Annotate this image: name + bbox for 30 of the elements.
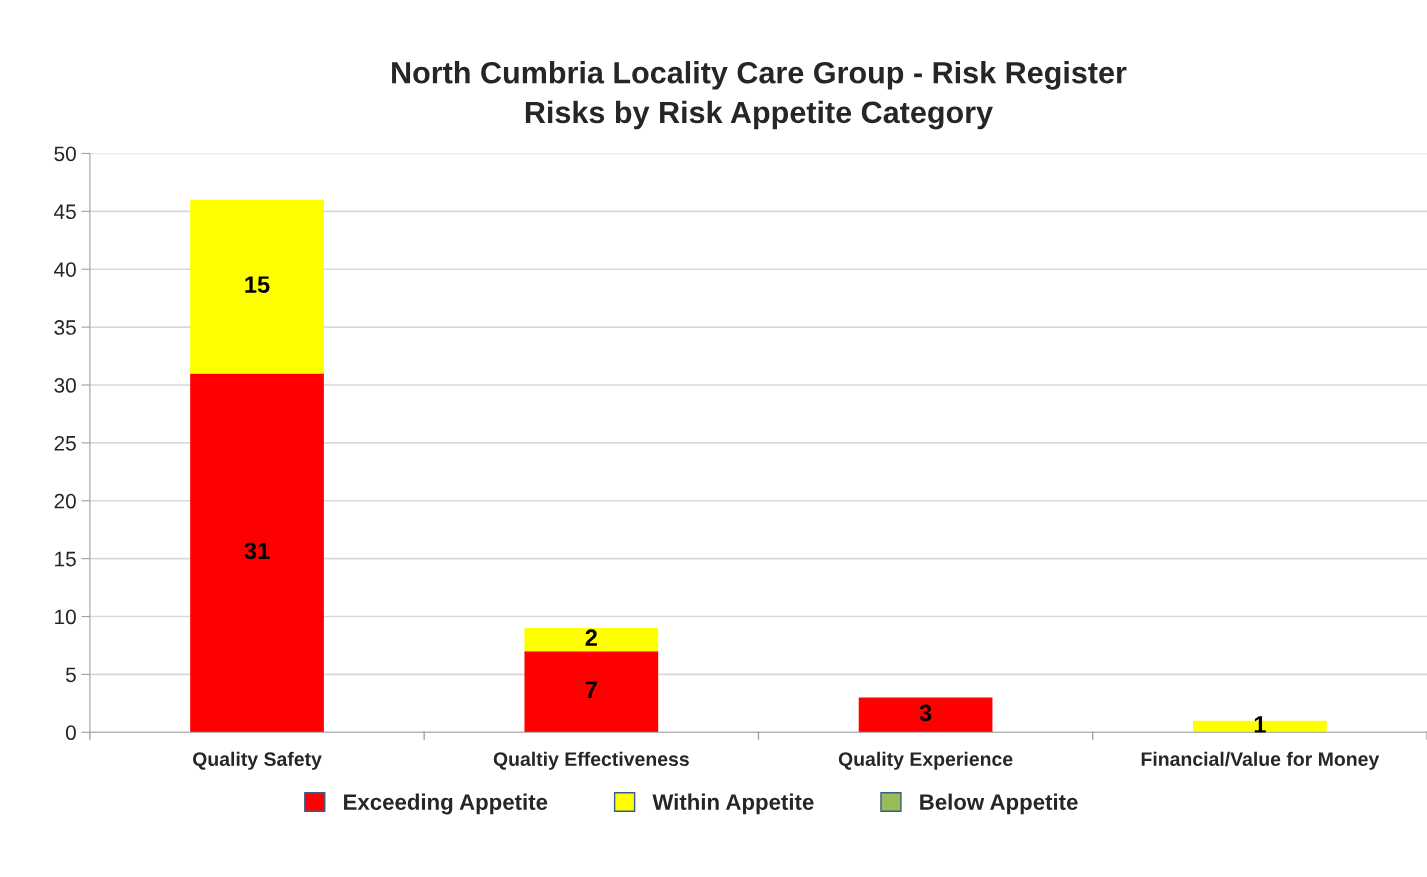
y-tick-label: 45 <box>54 204 76 220</box>
y-tick-label: 20 <box>54 493 76 509</box>
x-tick-label: Quality Safety <box>193 751 322 770</box>
y-tick-label: 0 <box>65 725 76 741</box>
y-tick-label: 40 <box>54 262 76 277</box>
data-label: 3 <box>919 704 932 722</box>
x-tick-label: Quality Experience <box>838 751 1013 770</box>
data-label: 31 <box>244 542 270 560</box>
bar <box>524 628 659 652</box>
y-tick-label: 50 <box>54 146 76 162</box>
bar <box>190 373 324 733</box>
y-tick-label: 10 <box>55 609 76 625</box>
bar <box>524 651 659 733</box>
x-tick-label: Qualtiy Effectiveness <box>493 751 689 770</box>
y-tick-label: 15 <box>55 551 76 567</box>
legend-label: Within Appetite <box>652 793 814 815</box>
y-tick-label: 35 <box>54 320 76 335</box>
bar <box>858 697 993 733</box>
data-label: 15 <box>245 276 270 293</box>
legend-label: Below Appetite <box>920 793 1078 815</box>
data-label: 2 <box>585 629 597 646</box>
bar <box>190 199 324 374</box>
x-tick-label: Financial/Value for Money <box>1141 751 1380 770</box>
data-label: 1 <box>1254 716 1266 733</box>
legend-label: Exceeding Appetite <box>344 793 548 815</box>
data-label: 7 <box>585 681 597 698</box>
y-tick-label: 5 <box>65 667 76 683</box>
y-tick-label: 25 <box>54 435 76 451</box>
y-tick-label: 30 <box>54 378 76 393</box>
chart-title: North Cumbria Locality Care Group - Risk Register Risks by Risk Appetite Category <box>392 61 1127 130</box>
